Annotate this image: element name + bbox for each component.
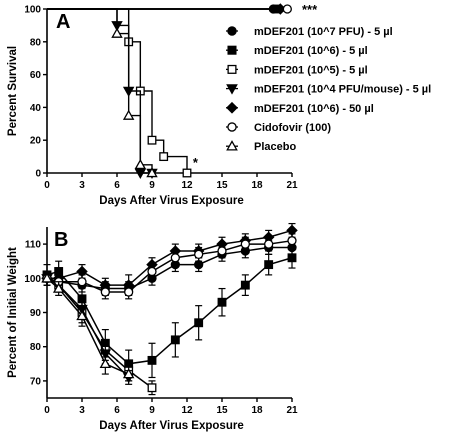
series [41, 270, 135, 382]
legend-marker [226, 140, 238, 151]
y-tick-label: 20 [30, 136, 42, 147]
x-axis-label: Days After Virus Exposure [99, 420, 243, 432]
x-tick-label: 21 [286, 180, 298, 191]
y-tick-label: 60 [30, 70, 42, 81]
series [42, 233, 297, 300]
x-tick-label: 15 [216, 405, 228, 416]
data-point [122, 109, 135, 120]
x-tick-label: 3 [79, 180, 85, 191]
data-point [182, 168, 192, 178]
legend-marker [227, 64, 237, 74]
legend-marker [227, 45, 237, 55]
y-tick-label: 100 [24, 5, 41, 16]
x-tick-label: 3 [79, 405, 85, 416]
legend-marker [226, 84, 238, 95]
data-point [194, 249, 204, 259]
data-point [264, 260, 274, 270]
legend-label: mDEF201 (10^5) - 5 µl [254, 64, 368, 76]
data-point [240, 239, 250, 249]
legend-label: mDEF201 (10^6) - 5 µl [254, 45, 368, 57]
legend-item: mDEF201 (10^5) - 5 µl [226, 64, 368, 76]
legend-item: mDEF201 (10^7 PFU) - 5 µl [226, 26, 393, 38]
panel-letter: A [56, 11, 70, 33]
data-point [41, 272, 53, 283]
annotation: *** [302, 2, 318, 17]
y-tick-label: 80 [30, 37, 42, 48]
data-point [287, 253, 297, 263]
legend-item: Cidofovir (100) [226, 122, 331, 134]
data-point [100, 287, 110, 297]
x-tick-label: 12 [181, 405, 193, 416]
data-point [99, 357, 112, 369]
data-point [52, 282, 65, 293]
data-point [217, 297, 227, 307]
legend-label: Placebo [254, 141, 296, 153]
legend-label: mDEF201 (10^4 PFU/mouse) - 5 µl [254, 84, 431, 96]
series [47, 8, 158, 178]
legend-item: mDEF201 (10^6) - 5 µl [226, 45, 368, 57]
y-axis-label: Percent Survival [7, 46, 19, 136]
data-point [170, 253, 180, 263]
x-tick-label: 15 [216, 180, 228, 191]
data-point [122, 368, 135, 379]
data-point [170, 335, 180, 345]
x-tick-label: 21 [286, 405, 298, 416]
legend-item: mDEF201 (10^4 PFU/mouse) - 5 µl [226, 84, 431, 96]
legend-label: mDEF201 (10^7 PFU) - 5 µl [254, 26, 393, 38]
y-tick-label: 40 [30, 103, 42, 114]
data-point [124, 287, 134, 297]
data-point [147, 383, 157, 393]
legend-label: mDEF201 (10^6) - 50 µl [254, 103, 374, 115]
x-tick-label: 9 [149, 180, 155, 191]
y-axis-label: Percent of Initial Weight [7, 247, 19, 378]
annotation: * [193, 155, 199, 170]
data-point [217, 246, 227, 256]
x-axis-label: Days After Virus Exposure [99, 195, 243, 207]
x-tick-label: 6 [114, 180, 120, 191]
data-point [240, 280, 250, 290]
data-point [134, 158, 147, 170]
legend: mDEF201 (10^7 PFU) - 5 µl mDEF201 (10^6) … [226, 26, 431, 153]
panel-b-chart: 70 80 90 100 110 0 3 6 9 12 15 18 21 Days After Virus… [7, 222, 298, 432]
panel-letter: B [54, 229, 68, 251]
x-tick-label: 0 [44, 405, 50, 416]
legend-marker [227, 26, 237, 36]
data-point [287, 236, 297, 246]
data-point [194, 259, 204, 270]
data-point [147, 266, 157, 277]
legend-marker [226, 101, 238, 114]
data-point [146, 167, 158, 178]
legend-item: mDEF201 (10^6) - 50 µl [226, 101, 374, 115]
x-tick-label: 18 [251, 405, 263, 416]
x-tick-label: 6 [114, 405, 120, 416]
x-tick-label: 9 [149, 405, 155, 416]
y-tick-label: 100 [24, 274, 41, 285]
data-point [147, 355, 157, 365]
legend-item: Placebo [226, 140, 296, 153]
legend-label: Cidofovir (100) [254, 122, 331, 134]
data-point [194, 318, 204, 328]
data-point [282, 4, 292, 14]
series-line [47, 8, 152, 174]
legend-marker [227, 122, 237, 132]
data-point [134, 168, 147, 179]
data-point [76, 309, 88, 321]
data-point [77, 277, 87, 287]
y-tick-label: 110 [25, 240, 42, 251]
data-point [147, 135, 157, 145]
y-tick-label: 80 [30, 342, 42, 353]
x-tick-label: 12 [181, 180, 193, 191]
y-tick-label: 90 [30, 308, 42, 319]
data-point [111, 27, 123, 38]
data-point [264, 239, 274, 249]
panel-a-chart: 0 20 40 60 80 100 0 3 6 9 12 15 18 21 Days After Virus… [7, 2, 318, 207]
y-tick-label: 0 [35, 169, 41, 180]
x-tick-label: 0 [44, 180, 50, 191]
data-point [159, 152, 169, 162]
x-tick-label: 18 [251, 180, 263, 191]
y-tick-label: 70 [30, 376, 42, 387]
